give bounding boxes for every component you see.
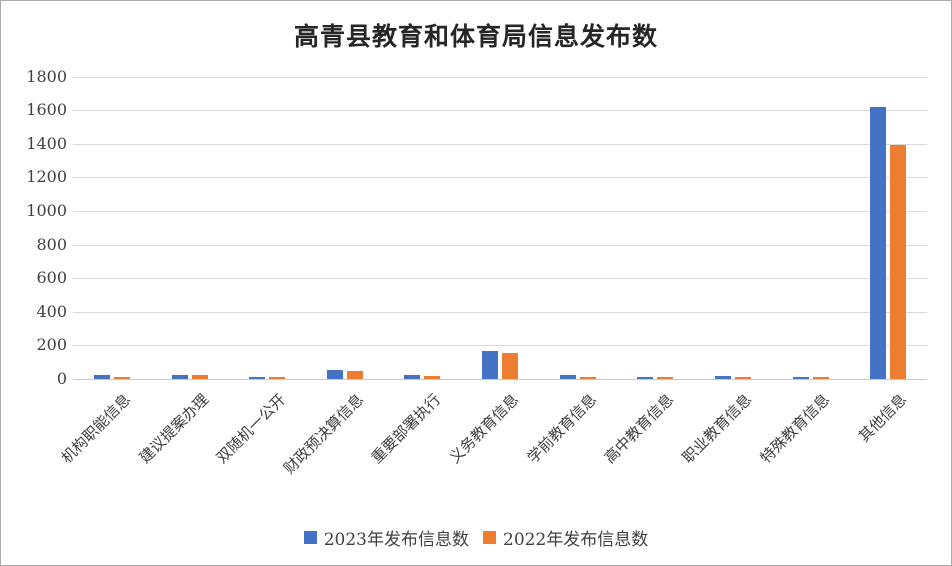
bar-s1-c4 <box>424 375 441 379</box>
bar-s1-c2 <box>269 377 286 379</box>
y-tick-label: 200 <box>36 335 67 355</box>
bar-s1-c10 <box>890 145 907 379</box>
y-tick-label: 1200 <box>26 167 67 187</box>
bar-s0-c2 <box>249 376 266 379</box>
bar-s0-c0 <box>93 375 110 379</box>
gridline <box>73 244 927 246</box>
y-tick-label: 1000 <box>26 200 67 220</box>
legend: 2023年发布信息数 2022年发布信息数 <box>1 525 951 550</box>
legend-item-2022: 2022年发布信息数 <box>483 525 648 550</box>
bar-s0-c4 <box>404 375 421 379</box>
gridline <box>73 278 927 280</box>
bar-s0-c8 <box>714 376 731 379</box>
y-tick-label: 0 <box>56 369 67 388</box>
gridline <box>73 311 927 313</box>
y-tick-label: 600 <box>36 268 67 288</box>
bar-s0-c10 <box>870 106 887 380</box>
bar-s0-c6 <box>559 375 576 379</box>
legend-swatch <box>303 531 317 544</box>
x-category-label: 学前教育信息 <box>523 390 600 467</box>
bar-s1-c8 <box>734 377 751 379</box>
bar-s1-c6 <box>579 376 596 379</box>
bar-s0-c1 <box>171 375 188 379</box>
legend-swatch <box>483 531 496 544</box>
legend-label: 2022年发布信息数 <box>503 530 649 550</box>
gridline <box>73 76 927 78</box>
bar-s1-c7 <box>657 376 674 379</box>
bar-s1-c0 <box>113 377 130 379</box>
x-category-label: 高中教育信息 <box>601 390 678 467</box>
x-category-label: 财政预决算信息 <box>279 390 367 478</box>
y-tick-label: 800 <box>36 234 67 254</box>
x-category-label: 特殊教育信息 <box>756 390 833 467</box>
bar-s0-c7 <box>637 377 654 379</box>
x-category-label: 其他信息 <box>855 390 911 446</box>
legend-item-2023: 2023年发布信息数 <box>303 525 469 550</box>
bar-s0-c9 <box>792 377 809 379</box>
x-category-label: 机构职能信息 <box>57 390 134 467</box>
gridline <box>73 177 927 179</box>
x-category-label: 重要部署执行 <box>368 390 445 467</box>
bar-s1-c3 <box>346 370 363 379</box>
x-category-label: 双随机一公开 <box>212 390 290 467</box>
bar-s0-c5 <box>482 351 498 379</box>
x-category-label: 建议提案办理 <box>135 390 212 467</box>
y-tick-label: 1400 <box>26 133 67 153</box>
bar-s1-c5 <box>502 353 518 379</box>
gridline <box>73 110 927 112</box>
gridline <box>73 143 927 145</box>
x-category-label: 义务教育信息 <box>445 390 523 467</box>
y-tick-label: 1800 <box>26 66 67 86</box>
gridline <box>73 379 927 380</box>
gridline <box>73 345 927 347</box>
bar-s1-c9 <box>812 377 829 379</box>
gridline <box>73 210 927 212</box>
x-category-label: 职业教育信息 <box>678 390 756 467</box>
chart-title: 高青县教育和体育局信息发布数 <box>293 22 658 51</box>
legend-label: 2023年发布信息数 <box>323 530 469 550</box>
y-tick-label: 1600 <box>26 100 67 120</box>
y-tick-label: 400 <box>36 301 67 321</box>
bar-s0-c3 <box>326 370 343 379</box>
bar-s1-c1 <box>191 374 208 379</box>
